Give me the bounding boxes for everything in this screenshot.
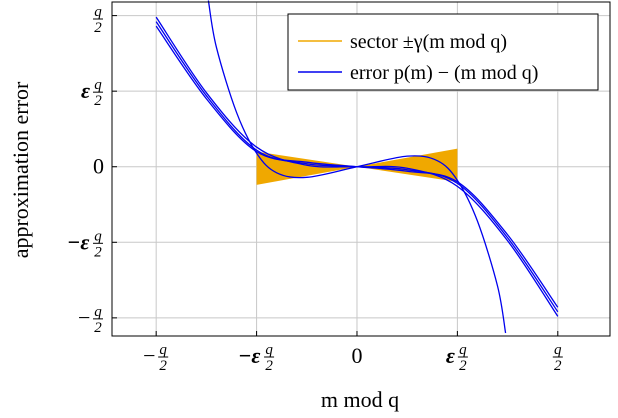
y-tick-label-1: ε q2 [81, 77, 103, 109]
x-tick-label-1-denominator: 2 [265, 358, 273, 374]
legend-label-sector: sector ±γ(m mod q) [350, 31, 507, 53]
x-tick-label-4: q2 [552, 342, 563, 374]
y-tick-label-3-prefix: −ε [67, 229, 89, 254]
x-axis-title: m mod q [321, 387, 399, 412]
y-tick-label-0-numerator: q [94, 4, 102, 20]
plot-frame [111, 1, 611, 337]
y-axis-title: approximation error [8, 81, 33, 258]
error-curve-3 [207, 0, 507, 334]
x-tick-label-4-denominator: 2 [554, 358, 562, 374]
legend-box [287, 13, 599, 91]
x-tick-label-2: 0 [351, 343, 362, 368]
x-tick-label-4-numerator: q [554, 342, 562, 358]
y-tick-label-3-denominator: 2 [94, 244, 102, 260]
sector-band-segment-0 [256, 151, 357, 185]
x-tick-label-3-numerator: q [459, 342, 467, 358]
x-tick-label-3: ε q2 [446, 342, 468, 374]
y-tick-label-1-denominator: 2 [94, 93, 102, 109]
legend: sector ±γ(m mod q) error p(m) − (m mod q… [287, 13, 599, 91]
x-tick-label-0-prefix: − [143, 343, 155, 368]
y-tick-label-0-denominator: 2 [94, 20, 102, 36]
y-tick-label-2-text: 0 [93, 154, 104, 179]
x-tick-label-3-denominator: 2 [459, 358, 467, 374]
x-tick-label-0-denominator: 2 [159, 358, 167, 374]
legend-label-error: error p(m) − (m mod q) [350, 62, 538, 84]
x-tick-label-3-prefix: ε [446, 343, 455, 368]
y-tick-label-2: 0 [93, 154, 104, 179]
sector-band-segment-1 [356, 148, 458, 182]
y-tick-label-3-numerator: q [94, 228, 102, 244]
y-tick-label-4-numerator: q [94, 304, 102, 320]
x-tick-label-2-text: 0 [351, 343, 362, 368]
y-tick-label-0: q2 [93, 4, 103, 36]
y-tick-label-3: −ε q2 [67, 228, 103, 260]
x-tick-label-0: − q2 [143, 342, 169, 374]
y-tick-label-1-numerator: q [94, 77, 102, 93]
x-tick-label-1-numerator: q [265, 342, 273, 358]
x-tick-label-1: −ε q2 [238, 342, 275, 374]
error-curves [155, 0, 559, 334]
y-tick-label-1-prefix: ε [81, 78, 90, 103]
y-tick-label-4-denominator: 2 [94, 320, 102, 336]
x-tick-label-0-numerator: q [159, 342, 167, 358]
y-tick-label-4-prefix: − [78, 305, 90, 330]
tick-marks [112, 15, 559, 336]
y-tick-label-4: − q2 [78, 304, 103, 336]
y-tick-labels: q2ε q20−ε q2− q2 [67, 4, 104, 336]
x-tick-label-1-prefix: −ε [238, 343, 260, 368]
